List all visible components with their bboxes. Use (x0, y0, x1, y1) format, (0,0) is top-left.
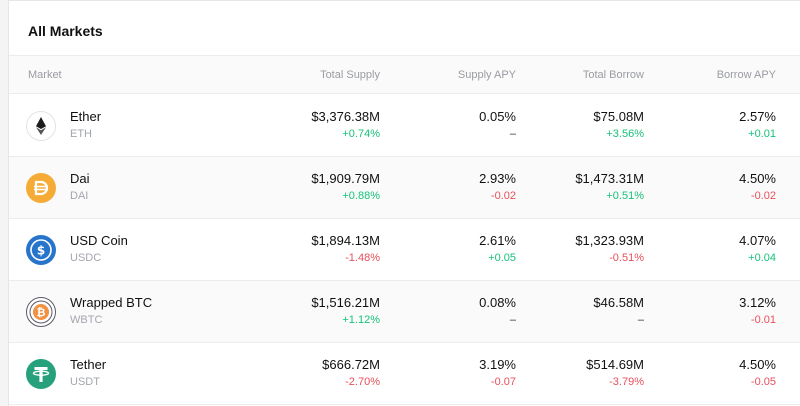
borrow-apy-change: -0.02 (750, 190, 776, 202)
dai-icon (26, 173, 56, 203)
total-borrow-value: $1,323.93M (575, 233, 644, 248)
supply-apy-value: 0.08% (479, 295, 516, 310)
market-name: Tether (70, 357, 107, 372)
borrow-apy-value: 4.07% (739, 233, 776, 248)
column-header-supply-apy[interactable]: Supply APY (457, 69, 516, 81)
borrow-apy-change: +0.01 (748, 128, 776, 140)
total-borrow-value: $75.08M (593, 109, 644, 124)
market-name: Dai (70, 171, 90, 186)
table-row[interactable]: Tether USDT $666.72M -2.70% 3.19% -0.07 … (9, 343, 800, 405)
total-borrow-value: $514.69M (586, 357, 644, 372)
wbtc-icon: ₿ (26, 297, 56, 327)
column-header-total-supply[interactable]: Total Supply (320, 69, 380, 81)
supply-apy-change: -0.07 (490, 376, 516, 388)
borrow-apy-change: -0.01 (750, 314, 776, 326)
market-symbol: WBTC (70, 314, 103, 326)
supply-apy-value: 3.19% (479, 357, 516, 372)
total-borrow-change: – (637, 314, 644, 326)
borrow-apy-change: -0.05 (750, 376, 776, 388)
total-supply-change: +1.12% (342, 314, 380, 326)
borrow-apy-value: 4.50% (739, 357, 776, 372)
table-row[interactable]: $ USD Coin USDC $1,894.13M -1.48% 2.61% … (9, 219, 800, 281)
market-symbol: ETH (70, 128, 92, 140)
borrow-apy-value: 3.12% (739, 295, 776, 310)
total-borrow-change: -0.51% (609, 252, 644, 264)
total-supply-value: $1,516.21M (311, 295, 380, 310)
market-symbol: USDT (70, 376, 100, 388)
tether-icon (26, 359, 56, 389)
table-header: Market Total Supply Supply APY Total Bor… (9, 56, 800, 94)
borrow-apy-value: 2.57% (739, 109, 776, 124)
markets-card: All Markets Market Total Supply Supply A… (8, 0, 800, 406)
total-borrow-change: +0.51% (606, 190, 644, 202)
total-borrow-value: $46.58M (593, 295, 644, 310)
borrow-apy-change: +0.04 (748, 252, 776, 264)
divider (9, 55, 800, 56)
supply-apy-value: 2.61% (479, 233, 516, 248)
market-name: USD Coin (70, 233, 128, 248)
market-symbol: USDC (70, 252, 102, 264)
total-supply-change: -1.48% (345, 252, 380, 264)
market-symbol: DAI (70, 190, 89, 202)
table-row[interactable]: Dai DAI $1,909.79M +0.88% 2.93% -0.02 $1… (9, 157, 800, 219)
total-supply-change: +0.88% (342, 190, 380, 202)
total-supply-change: +0.74% (342, 128, 380, 140)
supply-apy-value: 0.05% (479, 109, 516, 124)
column-header-market[interactable]: Market (28, 69, 62, 81)
column-header-total-borrow[interactable]: Total Borrow (582, 69, 644, 81)
borrow-apy-value: 4.50% (739, 171, 776, 186)
total-supply-value: $1,909.79M (311, 171, 380, 186)
total-supply-value: $1,894.13M (311, 233, 380, 248)
total-borrow-change: +3.56% (606, 128, 644, 140)
total-supply-value: $666.72M (322, 357, 380, 372)
column-header-borrow-apy[interactable]: Borrow APY (716, 69, 776, 81)
usdc-icon: $ (26, 235, 56, 265)
page-title: All Markets (28, 23, 103, 39)
market-name: Wrapped BTC (70, 295, 153, 310)
market-name: Ether (70, 109, 102, 124)
supply-apy-change: -0.02 (490, 190, 516, 202)
svg-text:₿: ₿ (37, 306, 46, 319)
supply-apy-change: – (509, 128, 516, 140)
table-row[interactable]: Ether ETH $3,376.38M +0.74% 0.05% – $75.… (9, 95, 800, 157)
supply-apy-change: – (509, 314, 516, 326)
total-borrow-value: $1,473.31M (575, 171, 644, 186)
ether-icon (26, 111, 56, 141)
total-supply-value: $3,376.38M (311, 109, 380, 124)
total-supply-change: -2.70% (345, 376, 380, 388)
supply-apy-change: +0.05 (488, 252, 516, 264)
table-row[interactable]: ₿ Wrapped BTC WBTC $1,516.21M +1.12% 0.0… (9, 281, 800, 343)
svg-text:$: $ (37, 244, 45, 258)
total-borrow-change: -3.79% (609, 376, 644, 388)
supply-apy-value: 2.93% (479, 171, 516, 186)
